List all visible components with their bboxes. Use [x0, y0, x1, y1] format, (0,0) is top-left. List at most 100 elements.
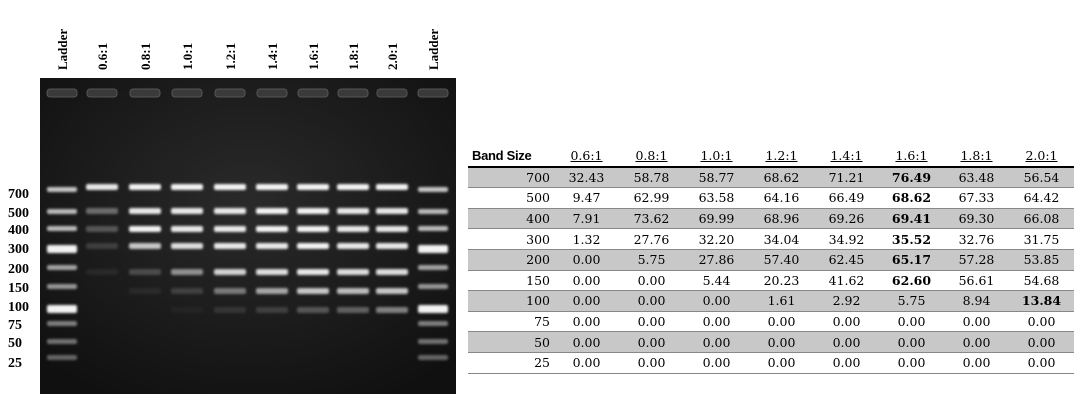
table-cell: 34.04	[749, 229, 814, 250]
table-cell: 32.43	[554, 167, 619, 188]
well	[298, 89, 328, 97]
table-cell: 700	[468, 167, 554, 188]
table-cell: 57.28	[944, 249, 1009, 270]
table-cell: 69.41	[879, 208, 944, 229]
table-cell: 58.78	[619, 167, 684, 188]
table-cell: 0.00	[944, 311, 1009, 332]
size-label: 700	[8, 187, 29, 202]
sample-band	[129, 184, 161, 190]
table-cell: 32.20	[684, 229, 749, 250]
sample-band	[376, 307, 408, 313]
ladder-band	[418, 305, 448, 313]
table-cell: 41.62	[814, 270, 879, 291]
ladder-band	[418, 187, 448, 192]
table-cell: 67.33	[944, 188, 1009, 209]
table-cell: 300	[468, 229, 554, 250]
size-label: 500	[8, 206, 29, 221]
size-label: 100	[8, 300, 29, 315]
sample-band	[171, 307, 203, 313]
sample-band	[214, 269, 246, 275]
lane-label: 1.0:1	[180, 43, 195, 70]
table-cell: 34.92	[814, 229, 879, 250]
table-cell: 63.58	[684, 188, 749, 209]
lane-label: 2.0:1	[385, 43, 400, 70]
table-cell: 75	[468, 311, 554, 332]
sample-band	[171, 184, 203, 190]
well	[47, 89, 77, 97]
table-cell: 65.17	[879, 249, 944, 270]
table-cell: 0.00	[749, 332, 814, 353]
header-cell: Band Size	[468, 146, 554, 167]
table-cell: 58.77	[684, 167, 749, 188]
table-cell: 5.44	[684, 270, 749, 291]
sample-band	[256, 288, 288, 294]
size-label: 75	[8, 318, 22, 333]
table-cell: 0.00	[879, 332, 944, 353]
sample-band	[297, 243, 329, 249]
table-cell: 0.00	[684, 352, 749, 373]
ladder-band	[47, 284, 77, 289]
size-label: 400	[8, 223, 29, 238]
sample-band	[256, 307, 288, 313]
table-cell: 69.99	[684, 208, 749, 229]
sample-band	[376, 269, 408, 275]
lane-label: 1.8:1	[346, 43, 361, 70]
table-cell: 0.00	[1009, 311, 1074, 332]
ladder-band	[418, 284, 448, 289]
header-cell: 1.0:1	[684, 146, 749, 167]
table-cell: 0.00	[879, 352, 944, 373]
table-cell: 68.96	[749, 208, 814, 229]
header-cell: 1.2:1	[749, 146, 814, 167]
ladder-band	[47, 265, 77, 270]
ladder-band	[47, 245, 77, 253]
ladder-band	[47, 209, 77, 214]
sample-band	[256, 208, 288, 214]
sample-band	[337, 288, 369, 294]
header-cell: 2.0:1	[1009, 146, 1074, 167]
table-cell: 68.62	[749, 167, 814, 188]
table-cell: 64.42	[1009, 188, 1074, 209]
table-cell: 56.61	[944, 270, 1009, 291]
lane-label: Ladder	[426, 29, 441, 70]
size-label: 300	[8, 242, 29, 257]
table-cell: 66.49	[814, 188, 879, 209]
table-cell: 0.00	[749, 352, 814, 373]
table-cell: 62.60	[879, 270, 944, 291]
table-cell: 150	[468, 270, 554, 291]
sample-band	[214, 243, 246, 249]
sample-band	[337, 226, 369, 232]
sample-band	[337, 208, 369, 214]
ladder-band	[47, 355, 77, 360]
table-cell: 0.00	[684, 332, 749, 353]
lane-label: 0.8:1	[138, 43, 153, 70]
sample-band	[297, 269, 329, 275]
header-cell: 0.6:1	[554, 146, 619, 167]
table-cell: 69.26	[814, 208, 879, 229]
table-cell: 27.86	[684, 249, 749, 270]
ladder-band	[47, 305, 77, 313]
lane-label: 1.6:1	[306, 43, 321, 70]
sample-band	[86, 184, 118, 190]
table-cell: 73.62	[619, 208, 684, 229]
ladder-band	[418, 339, 448, 344]
header-cell: 1.4:1	[814, 146, 879, 167]
table-cell: 500	[468, 188, 554, 209]
table-cell: 0.00	[619, 270, 684, 291]
table-cell: 31.75	[1009, 229, 1074, 250]
well	[130, 89, 160, 97]
table-cell: 0.00	[749, 311, 814, 332]
well	[338, 89, 368, 97]
sample-band	[376, 243, 408, 249]
table-cell: 68.62	[879, 188, 944, 209]
sample-band	[337, 269, 369, 275]
table-cell: 35.52	[879, 229, 944, 250]
size-label: 150	[8, 281, 29, 296]
size-label: 50	[8, 336, 22, 351]
